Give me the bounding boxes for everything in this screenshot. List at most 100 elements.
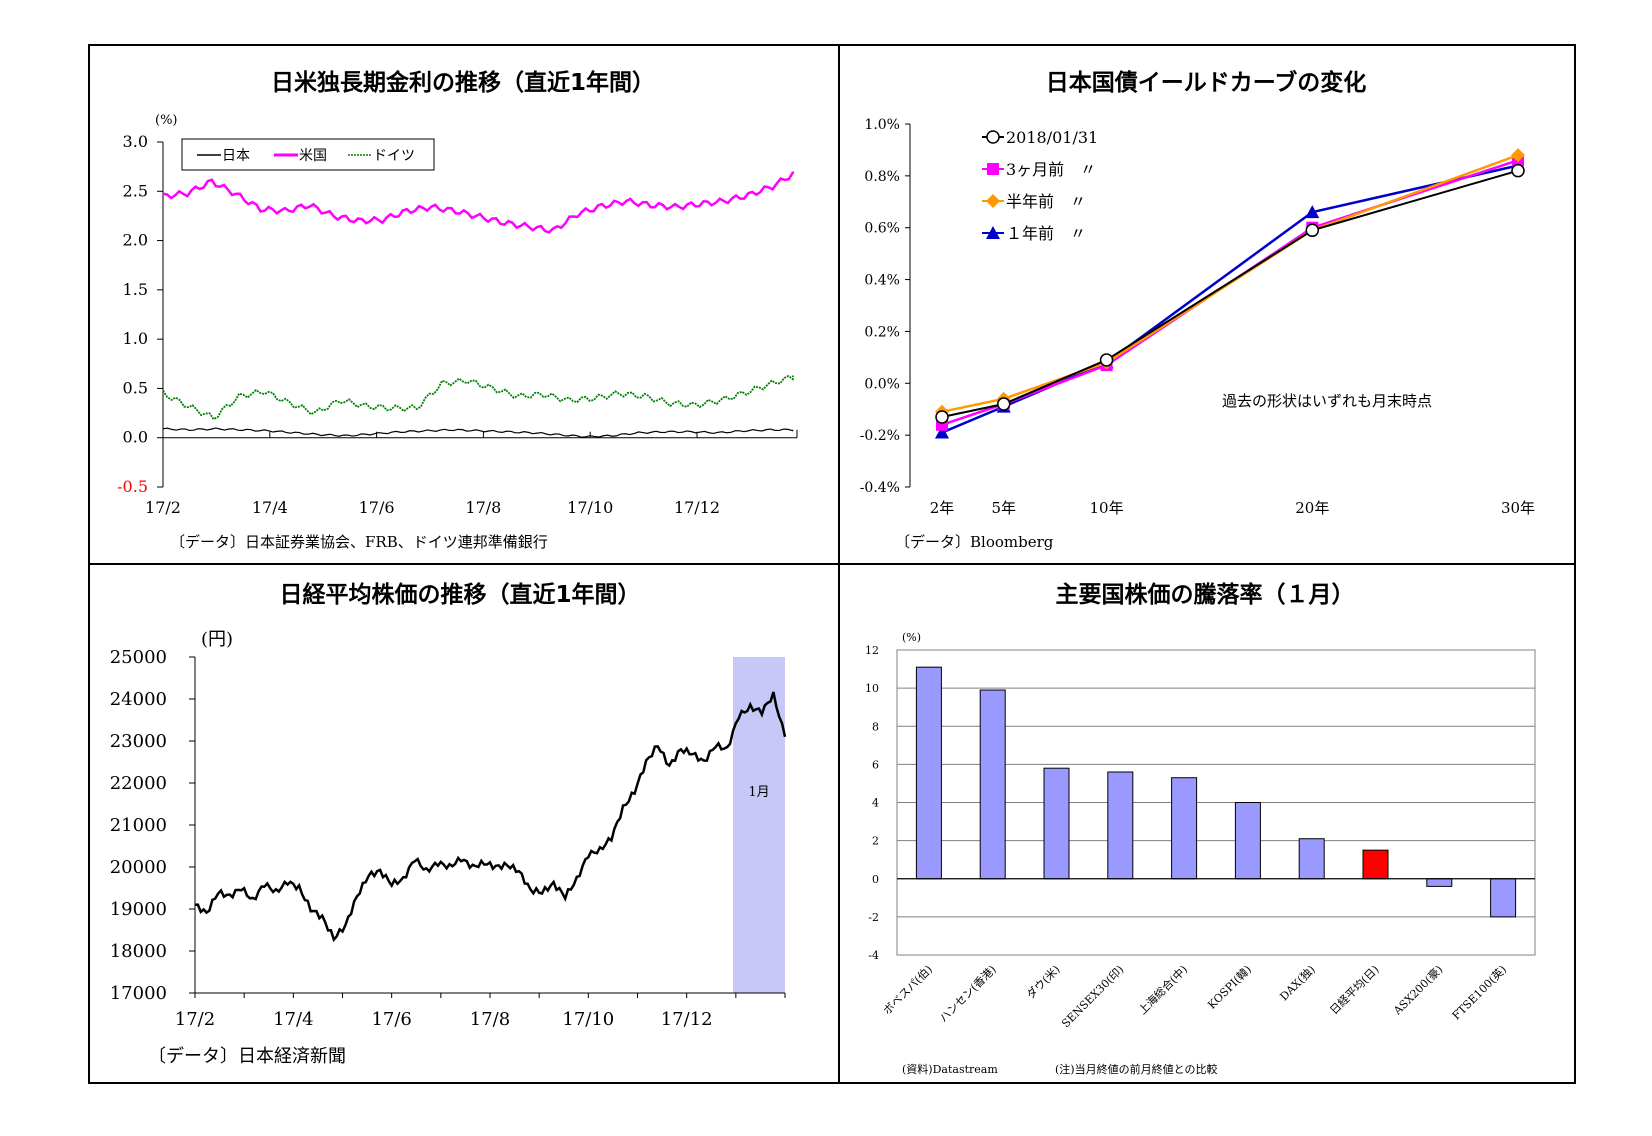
y-tick-label: 19000 xyxy=(110,899,167,920)
x-tick-label: 2年 xyxy=(930,499,955,517)
y-tick-label: 3.0 xyxy=(123,132,148,151)
x-tick-label: 20年 xyxy=(1295,499,1329,517)
bar xyxy=(1426,878,1453,887)
x-tick-label: 17/6 xyxy=(359,498,395,517)
series-point-3 xyxy=(1511,148,1525,163)
y-tick-label: 0.0 xyxy=(123,428,148,447)
y-tick-label: 20000 xyxy=(110,857,167,878)
x-tick-label: 17/2 xyxy=(145,498,181,517)
y-tick-label: 1.0 xyxy=(123,329,148,348)
y-tick-label: -4 xyxy=(868,949,879,962)
bar xyxy=(1490,878,1517,918)
divider-horizontal xyxy=(88,563,1576,565)
series-point-1 xyxy=(1305,223,1320,238)
stocks-source: (資料)Datastream xyxy=(902,1062,998,1076)
legend-label-1: 2018/01/31 xyxy=(1006,128,1098,147)
x-tick-label: 17/8 xyxy=(465,498,501,517)
y-tick-label: 0.5 xyxy=(123,378,148,397)
y-tick-label: 0.6% xyxy=(864,221,900,237)
legend-label-2: 米国 xyxy=(299,148,327,164)
y-tick-label: 6 xyxy=(872,758,879,771)
bar xyxy=(915,666,942,880)
category-label: 日経平均(日) xyxy=(1327,963,1381,1017)
x-tick-label: 17/12 xyxy=(674,498,720,517)
bar xyxy=(979,689,1006,880)
bar xyxy=(1043,767,1070,880)
legend-label-4: １年前 〃 xyxy=(1006,224,1086,243)
legend-marker-4 xyxy=(986,226,1000,239)
highlight-label: 1月 xyxy=(748,785,769,800)
y-tick-label: 0.0% xyxy=(864,376,900,392)
nikkei-title: 日経平均株価の推移（直近1年間） xyxy=(279,582,641,608)
x-tick-label: 10年 xyxy=(1090,499,1124,517)
y-tick-label: 8 xyxy=(872,720,879,733)
x-tick-label: 17/2 xyxy=(175,1009,215,1030)
legend-label-1: 日本 xyxy=(222,148,250,164)
y-tick-label: 4 xyxy=(872,797,879,810)
series-line-2 xyxy=(162,171,795,234)
y-tick-label: 17000 xyxy=(110,983,167,1004)
y-tick-label: 18000 xyxy=(110,941,167,962)
x-tick-label: 30年 xyxy=(1501,499,1535,517)
category-label: ダウ(米) xyxy=(1023,962,1062,1001)
x-tick-label: 17/6 xyxy=(371,1009,411,1030)
series-point-1 xyxy=(996,397,1011,411)
rates-title: 日米独長期金利の推移（直近1年間） xyxy=(270,70,656,96)
y-tick-label: 0.4% xyxy=(864,273,900,289)
rates-source: 〔データ〕日本証券業協会、FRB、ドイツ連邦準備銀行 xyxy=(170,533,548,551)
y-unit-label: (%) xyxy=(902,631,921,644)
category-label: DAX(独) xyxy=(1277,963,1317,1003)
y-tick-label: 22000 xyxy=(110,773,167,794)
category-label: SENSEX30(印) xyxy=(1059,963,1126,1030)
y-tick-label: 2.0 xyxy=(123,231,148,250)
y-tick-label: 25000 xyxy=(110,647,167,668)
legend-box xyxy=(181,138,435,171)
legend-label-2: 3ヶ月前 〃 xyxy=(1006,160,1096,179)
y-tick-label: -0.5 xyxy=(117,477,148,496)
stocks-note: (注)当月終値の前月終値との比較 xyxy=(1055,1062,1217,1076)
category-label: ボベスパ(伯) xyxy=(880,962,935,1017)
series-point-1 xyxy=(935,410,949,424)
x-tick-label: 17/4 xyxy=(252,498,288,517)
y-tick-label: -0.2% xyxy=(860,428,900,444)
yield-note: 過去の形状はいずれも月末時点 xyxy=(1222,392,1432,410)
y-tick-label: 24000 xyxy=(110,689,167,710)
category-label: ASX200(豪) xyxy=(1390,962,1446,1018)
bar xyxy=(1171,777,1198,880)
legend-marker-3 xyxy=(986,194,1000,208)
stocks-title: 主要国株価の騰落率（１月） xyxy=(1055,582,1355,608)
x-tick-label: 17/4 xyxy=(273,1009,313,1030)
series-point-1 xyxy=(1099,353,1114,367)
series-line-1 xyxy=(194,691,787,943)
category-label: 上海総合(中) xyxy=(1135,962,1190,1017)
x-tick-label: 17/12 xyxy=(661,1009,713,1030)
y-unit-label: (円) xyxy=(201,629,233,650)
series-point-1 xyxy=(1511,163,1525,178)
y-tick-label: 21000 xyxy=(110,815,167,836)
y-tick-label: -2 xyxy=(868,911,879,924)
nikkei-source: 〔データ〕日本経済新聞 xyxy=(148,1046,346,1067)
y-tick-label: -0.4% xyxy=(860,480,900,496)
yield-title: 日本国債イールドカーブの変化 xyxy=(1045,70,1367,96)
series-point-4 xyxy=(935,425,949,439)
y-tick-label: 0.2% xyxy=(864,324,900,340)
bar xyxy=(1234,802,1261,880)
y-unit-label: (%) xyxy=(155,113,178,128)
y-tick-label: 0.8% xyxy=(864,169,900,185)
series-line-1 xyxy=(162,427,794,438)
y-tick-label: 1.0% xyxy=(864,117,900,133)
series-point-4 xyxy=(1305,205,1320,219)
series-line-3 xyxy=(162,374,794,421)
bar xyxy=(1298,838,1325,880)
y-tick-label: 2.5 xyxy=(123,181,148,200)
x-tick-label: 17/8 xyxy=(470,1009,510,1030)
category-label: FTSE100(英) xyxy=(1449,962,1509,1022)
bar xyxy=(1107,771,1134,880)
legend-marker-2 xyxy=(987,163,999,175)
y-tick-label: 23000 xyxy=(110,731,167,752)
y-tick-label: 12 xyxy=(865,644,879,657)
